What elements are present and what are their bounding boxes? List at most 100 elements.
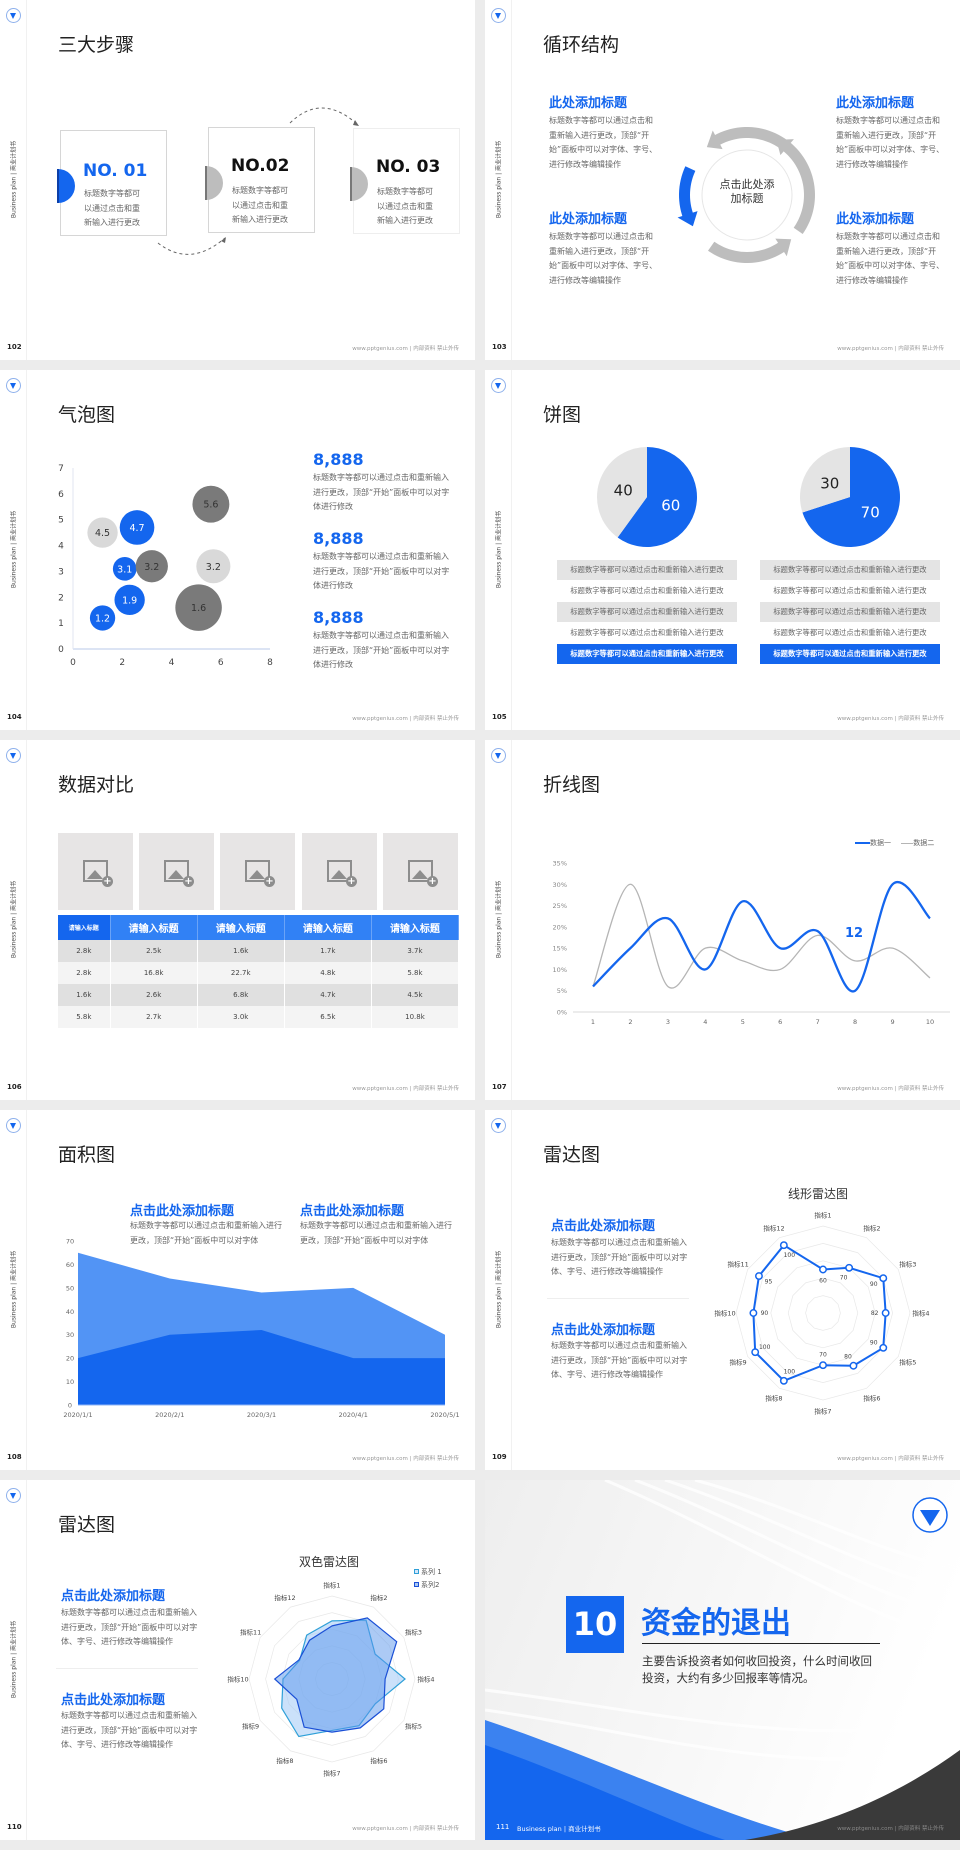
slide-105[interactable]: Business plan | 商业计划书 105 www.pptgenius.… <box>485 370 960 730</box>
stat-text: 标题数字等都可以通过点击和重新输入进行更改，顶部“开始”面板中可以对字体进行修改 <box>313 631 450 669</box>
radar-value-label: 90 <box>761 1310 769 1317</box>
step-card-1[interactable]: NO. 01 标题数字等都可以通过点击和重新输入进行更改 <box>57 130 167 236</box>
stat-value: 8,888 <box>313 450 364 469</box>
y-tick-label: 4 <box>58 542 64 552</box>
step-desc: 标题数字等都可以通过点击和重新输入进行更改 <box>377 187 433 225</box>
table-cell: 3.7k <box>371 940 460 962</box>
bubble <box>89 605 116 631</box>
y-tick-label: 7 <box>58 464 64 474</box>
image-placeholder-icon <box>408 860 438 887</box>
data-annotation: 12 <box>845 926 864 941</box>
x-tick-label: 10 <box>926 1018 934 1026</box>
section-number: 10 <box>566 1596 624 1653</box>
step-number: NO.02 <box>231 156 290 176</box>
title-underline <box>642 1643 880 1644</box>
stat-value: 8,888 <box>313 529 364 548</box>
university-logo-icon <box>491 1118 506 1133</box>
page-number: 102 <box>7 343 22 351</box>
pie-label: 30 <box>820 474 839 492</box>
y-tick-label: 5 <box>58 516 64 526</box>
dark-swoosh <box>745 1750 960 1840</box>
slide-109[interactable]: Business plan | 商业计划书 109 www.pptgenius.… <box>485 1110 960 1470</box>
radar-chart: 指标1 指标2 指标3 指标4 指标5 指标6 指标7 指标8 指标9 指标10 指标11 指标12 6… <box>714 1211 929 1416</box>
table-cell: 4.8k <box>284 962 372 984</box>
block-heading: 点击此处添加标题 <box>61 1693 166 1708</box>
step-marker <box>350 167 368 201</box>
chart-legend: 系列 1 系列2 <box>414 1566 442 1592</box>
image-placeholder[interactable] <box>220 833 295 910</box>
list-item: 标题数字等都可以通过点击和重新输入进行更改 <box>773 628 927 637</box>
page-number: 105 <box>492 713 507 721</box>
divider <box>547 1298 689 1299</box>
radar-value-label: 70 <box>840 1275 848 1282</box>
pie-label: 70 <box>861 504 880 522</box>
page-number: 106 <box>7 1083 22 1091</box>
step-marker <box>57 169 75 203</box>
image-placeholder[interactable] <box>139 833 214 910</box>
slide-side-strip: Business plan | 商业计划书 <box>0 370 27 730</box>
image-placeholder[interactable] <box>302 833 377 910</box>
slide-102[interactable]: Business plan | 商业计划书 102 www.pptgenius.… <box>0 0 475 360</box>
legend-label: 系列2 <box>421 1581 440 1589</box>
table-cell: 22.7k <box>197 962 285 984</box>
slide-111-section-cover[interactable]: 10 资金的退出 主要告诉投资者如何收回投资，什么时间收回投资，大约有多少回报率… <box>485 1480 960 1840</box>
block-text: 标题数字等都可以通过点击和重新输入进行更改，顶部“开始”面板中可以对字体、字号、… <box>836 116 945 169</box>
image-placeholder-icon <box>327 860 357 887</box>
step-card-3[interactable]: NO. 03 标题数字等都可以通过点击和重新输入进行更改 <box>350 128 460 234</box>
center-circle <box>701 149 793 241</box>
x-tick-label: 2020/3/1 <box>247 1411 276 1419</box>
radar-axis-label: 指标2 <box>863 1224 880 1233</box>
column-header: 请输入标题 <box>197 915 285 940</box>
radar-axis-label: 指标1 <box>814 1211 831 1220</box>
slide-110[interactable]: Business plan | 商业计划书 110 www.pptgenius.… <box>0 1480 475 1840</box>
bubble <box>87 517 118 548</box>
list-item: 标题数字等都可以通过点击和重新输入进行更改 <box>570 628 724 637</box>
comparison-table: 请输入标题 请输入标题 请输入标题 请输入标题 请输入标题 2.8k 2.5k 1.… <box>58 915 460 1028</box>
table-cell: 2.8k <box>58 962 111 984</box>
page-number: 107 <box>492 1083 507 1091</box>
table-cell: 5.8k <box>58 1006 111 1028</box>
block-heading: 此处添加标题 <box>549 96 628 111</box>
block-text: 标题数字等都可以通过点击和重新输入进行更改，顶部“开始”面板中可以对字体 <box>300 1221 452 1245</box>
slide-title: 气泡图 <box>58 404 116 426</box>
cycle-center-text[interactable]: 点击此处添加标题 <box>719 178 775 205</box>
image-placeholder[interactable] <box>58 833 133 910</box>
radar-axis-label: 指标11 <box>240 1628 261 1637</box>
table-cell: 5.8k <box>371 962 460 984</box>
radar-value-label: 100 <box>784 1252 796 1259</box>
slide-103[interactable]: Business plan | 商业计划书 103 www.pptgenius.… <box>485 0 960 360</box>
slide-107[interactable]: Business plan | 商业计划书 107 www.pptgenius.… <box>485 740 960 1100</box>
slide-title: 折线图 <box>543 774 601 796</box>
x-tick-label: 2020/4/1 <box>339 1411 368 1419</box>
legend-label: 数据二 <box>913 839 935 847</box>
slide-106[interactable]: Business plan | 商业计划书 106 www.pptgenius.… <box>0 740 475 1100</box>
step-card-2[interactable]: NO.02 标题数字等都可以通过点击和重新输入进行更改 <box>205 127 315 233</box>
block-text: 标题数字等都可以通过点击和重新输入进行更改，顶部“开始”面板中可以对字体 <box>130 1221 282 1245</box>
line-series-1 <box>592 880 931 993</box>
university-logo-icon <box>6 8 21 23</box>
radar-series-1 <box>752 1243 887 1382</box>
area-chart: 0 10 20 30 40 50 60 70 2020/1/1 2020/2/1 2020/3/1 2… <box>63 1238 459 1420</box>
slide-title: 数据对比 <box>58 774 135 796</box>
footer-text: www.pptgenius.com | 内部资料 禁止外传 <box>352 1456 459 1462</box>
radar-value-label: 100 <box>759 1344 771 1351</box>
legend-item: 系列2 <box>414 1579 442 1592</box>
legend-swatch <box>414 1582 419 1587</box>
table-cell: 3.0k <box>197 1006 285 1028</box>
bubble-label: 4.7 <box>129 523 144 534</box>
slide-104[interactable]: Business plan | 商业计划书 104 www.pptgenius.… <box>0 370 475 730</box>
slide-108[interactable]: Business plan | 商业计划书 108 www.pptgenius.… <box>0 1110 475 1470</box>
image-placeholder[interactable] <box>383 833 458 910</box>
table-cell: 6.8k <box>197 984 285 1006</box>
list-item: 标题数字等都可以通过点击和重新输入进行更改 <box>773 586 927 595</box>
page-number: 111 <box>496 1823 510 1831</box>
table-row: 2.8k 2.5k 1.6k 1.7k 3.7k <box>58 940 460 962</box>
divider <box>56 1668 198 1669</box>
radar-point <box>845 1263 854 1272</box>
radar-point <box>779 1376 788 1385</box>
y-tick-label: 0% <box>557 1009 567 1017</box>
block-heading: 此处添加标题 <box>836 212 915 227</box>
radar-axis-label: 指标10 <box>714 1309 735 1318</box>
university-logo-icon <box>6 378 21 393</box>
area-series-2 <box>78 1330 445 1405</box>
